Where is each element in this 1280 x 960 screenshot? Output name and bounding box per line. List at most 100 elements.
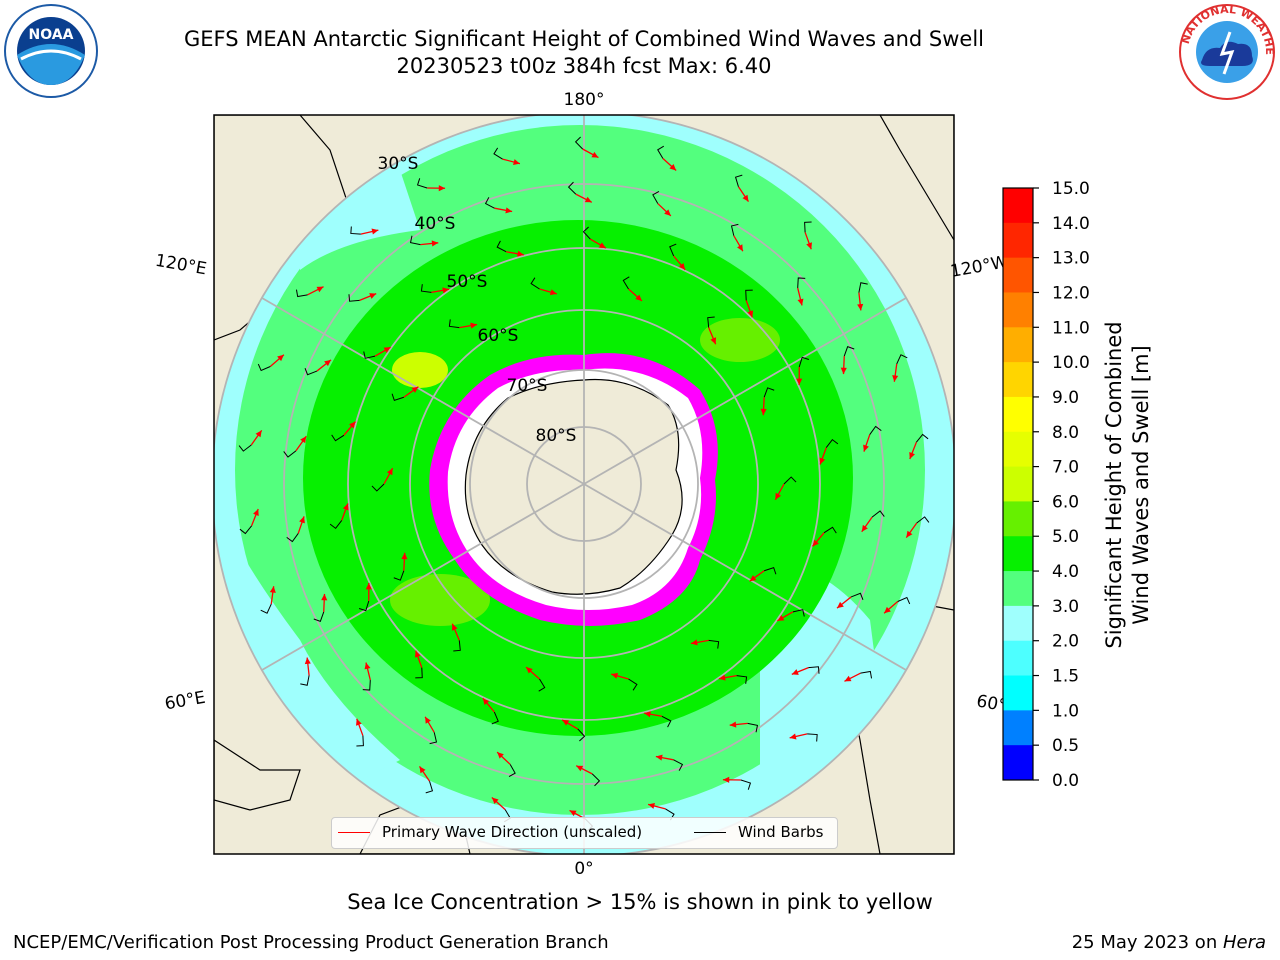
wave-direction-arrowhead — [742, 194, 749, 202]
colorbar-ticks: 15.0 14.0 13.0 12.0 11.0 10.0 9.0 8.0 7.0 6.0 5.0 4… — [1033, 179, 1090, 791]
wind-barb — [448, 319, 460, 329]
colorbar-tick-label: 2.0 — [1052, 632, 1079, 652]
wind-barb — [574, 136, 583, 150]
wind-barb — [363, 351, 376, 359]
wind-barb — [300, 675, 310, 686]
wave-direction-arrowhead — [635, 294, 642, 301]
colorbar-tick-label: 3.0 — [1052, 597, 1079, 617]
wind-barb — [669, 243, 677, 257]
legend-item-primary-wave: Primary Wave Direction (unscaled) — [338, 823, 642, 841]
lon-120w — [583, 297, 907, 485]
colorbar-segment — [1003, 257, 1033, 293]
wind-barb — [734, 174, 743, 187]
legend-item-wind-barbs: Wind Barbs — [694, 823, 823, 841]
wave-direction-arrowhead — [549, 289, 557, 296]
pacific-land — [879, 115, 954, 242]
wind-barb — [916, 516, 930, 524]
wave-direction-arrowhead — [497, 752, 504, 759]
wave-direction-arrowhead — [419, 766, 426, 774]
colorbar-segment — [1003, 501, 1033, 537]
wave-direction-arrowhead — [678, 263, 686, 270]
colorbar-tick-label: 7.0 — [1052, 458, 1079, 478]
wind-barb — [313, 611, 325, 622]
wind-barb — [792, 609, 805, 617]
wind-barb — [371, 483, 385, 492]
colorbar-segment — [1003, 431, 1033, 468]
wind-barb — [657, 145, 665, 159]
footer-date-text: 25 May 2023 on — [1071, 932, 1223, 953]
wave-direction-arrowhead — [386, 468, 393, 476]
colorbar-segment — [1003, 327, 1033, 363]
wave-direction-arrowhead — [269, 586, 276, 593]
wind-barb — [362, 680, 371, 691]
wave-direction-arrowhead — [857, 303, 864, 311]
wind-barb — [808, 666, 820, 674]
wave-direction-arrowhead — [316, 286, 324, 293]
colorbar-segment — [1003, 536, 1033, 572]
wind-barb — [707, 316, 715, 328]
wind-barb — [484, 197, 495, 209]
wind-barb — [415, 667, 423, 679]
wave-direction-arrowhead — [747, 310, 754, 318]
wind-barb — [491, 711, 499, 725]
wind-barb — [736, 675, 748, 684]
wind-barb — [393, 570, 405, 581]
wave-direction-arrowhead — [482, 698, 490, 705]
wind-barb — [286, 533, 299, 543]
wind-barb — [391, 393, 404, 402]
colorbar-tick-label: 1.0 — [1052, 701, 1079, 721]
colorbar-segment — [1003, 292, 1033, 328]
wave-direction-arrowhead — [837, 601, 844, 609]
colorbar-segment — [1003, 188, 1033, 224]
wave-direction-arrowhead — [648, 803, 655, 809]
colorbar-segment — [1003, 605, 1033, 642]
wave-direction-arrowhead — [349, 421, 356, 429]
wind-barb — [260, 603, 272, 614]
wave-direction-arrowhead — [401, 552, 408, 560]
wave-direction-arrowhead — [806, 242, 812, 250]
wave-direction-arrowhead — [777, 615, 785, 621]
legend-swatch-red-line — [338, 831, 370, 833]
lon-60e — [261, 483, 585, 671]
wave-direction-arrowhead — [371, 228, 379, 235]
wind-barb — [897, 596, 911, 605]
colorbar-segment — [1003, 466, 1033, 502]
colorbar — [1003, 188, 1033, 781]
wave-direction-arrowhead — [906, 530, 913, 538]
wave-direction-arrowhead — [425, 716, 431, 724]
wind-barb — [530, 277, 540, 290]
wind-barb — [358, 600, 370, 612]
wave-direction-arrowhead — [470, 322, 478, 329]
wave-direction-arrowhead — [517, 250, 524, 257]
wave-direction-arrowhead — [304, 657, 311, 665]
colorbar-tick-label: 0.5 — [1052, 736, 1079, 756]
wave-direction-arrowhead — [277, 354, 284, 362]
map-legend: Primary Wave Direction (unscaled) Wind B… — [331, 817, 838, 849]
wind-barb — [896, 354, 908, 365]
sea-ice-note: Sea Ice Concentration > 15% is shown in … — [347, 890, 933, 914]
wind-barb — [238, 444, 252, 452]
wave-direction-arrowhead — [300, 436, 307, 444]
lat-label-30s: 30°S — [378, 154, 419, 174]
wave-direction-arrowhead — [321, 593, 328, 601]
lon-label-60e: 60°E — [163, 688, 207, 715]
wind-barb — [283, 450, 297, 458]
wave-direction-arrowhead — [369, 293, 377, 299]
wave-direction-arrowhead — [722, 776, 730, 783]
wave-direction-arrowhead — [414, 650, 421, 658]
wind-barb — [747, 722, 759, 733]
wind-barb — [538, 678, 546, 692]
colorbar-tick-label: 8.0 — [1052, 423, 1079, 443]
wind-barb — [915, 433, 929, 443]
wave-direction-arrowhead — [513, 159, 520, 165]
wind-barb — [356, 735, 364, 747]
lat-label-40s: 40°S — [415, 214, 456, 234]
colorbar-tick-label: 9.0 — [1052, 388, 1079, 408]
wave-direction-arrowhead — [491, 797, 499, 804]
wind-barb — [798, 356, 810, 368]
wind-barb — [409, 235, 421, 246]
wind-barb — [425, 781, 434, 794]
wind-barb — [331, 434, 345, 442]
wave-direction-arrowhead — [383, 347, 391, 353]
wind-barb — [257, 363, 271, 372]
